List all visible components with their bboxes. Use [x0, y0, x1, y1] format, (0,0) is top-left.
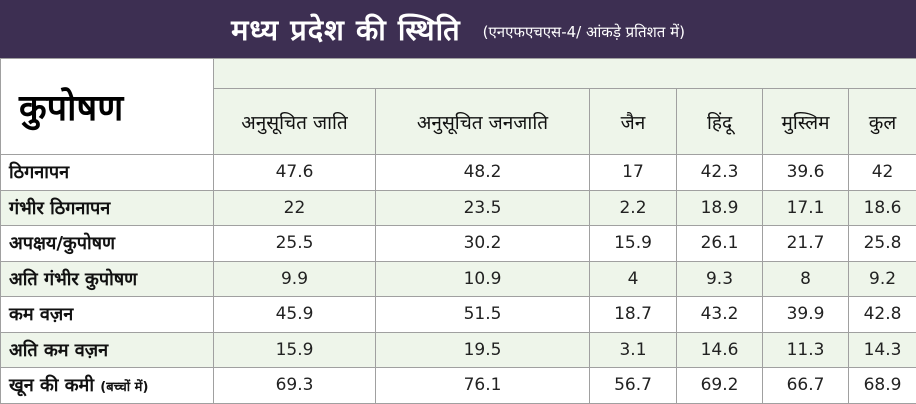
data-cell: 19.5	[376, 332, 590, 368]
data-cell: 25.5	[214, 226, 376, 262]
data-cell: 4	[590, 261, 677, 297]
data-cell: 14.3	[849, 332, 916, 368]
data-cell: 30.2	[376, 226, 590, 262]
column-header: अनुसूचित जाति	[214, 89, 376, 155]
data-cell: 15.9	[214, 332, 376, 368]
row-label-text: खून की कमी	[9, 375, 94, 396]
column-header: कुल	[849, 89, 916, 155]
data-cell: 39.9	[763, 297, 849, 333]
column-header: जैन	[590, 89, 677, 155]
data-cell: 21.7	[763, 226, 849, 262]
data-cell: 18.6	[849, 190, 916, 226]
data-cell: 43.2	[677, 297, 763, 333]
data-cell: 48.2	[376, 155, 590, 191]
chart-subtitle: (एनएफएचएस-4/ आंकड़े प्रतिशत में)	[483, 22, 685, 42]
column-header: अनुसूचित जनजाति	[376, 89, 590, 155]
data-cell: 68.9	[849, 368, 916, 404]
data-cell: 56.7	[590, 368, 677, 404]
data-cell: 17.1	[763, 190, 849, 226]
data-cell: 69.2	[677, 368, 763, 404]
row-label-text: अति गंभीर कुपोषण	[9, 269, 137, 290]
row-label-text: अपक्षय/कुपोषण	[9, 233, 115, 254]
row-label-note: (बच्चों में)	[100, 380, 148, 395]
data-cell: 42	[849, 155, 916, 191]
data-cell: 47.6	[214, 155, 376, 191]
column-header: मुस्लिम	[763, 89, 849, 155]
data-cell: 11.3	[763, 332, 849, 368]
data-cell: 51.5	[376, 297, 590, 333]
data-cell: 3.1	[590, 332, 677, 368]
data-cell: 39.6	[763, 155, 849, 191]
corner-label: कुपोषण	[1, 59, 214, 155]
data-cell: 17	[590, 155, 677, 191]
data-cell: 25.8	[849, 226, 916, 262]
data-cell: 45.9	[214, 297, 376, 333]
data-cell: 69.3	[214, 368, 376, 404]
data-cell: 42.3	[677, 155, 763, 191]
row-label-text: गंभीर ठिगनापन	[9, 198, 110, 219]
data-cell: 14.6	[677, 332, 763, 368]
data-cell: 23.5	[376, 190, 590, 226]
column-header: हिंदू	[677, 89, 763, 155]
row-label-text: अति कम वज़न	[9, 340, 108, 361]
data-cell: 66.7	[763, 368, 849, 404]
data-cell: 22	[214, 190, 376, 226]
data-cell: 26.1	[677, 226, 763, 262]
data-cell: 15.9	[590, 226, 677, 262]
data-cell: 2.2	[590, 190, 677, 226]
data-cell: 76.1	[376, 368, 590, 404]
row-label: अति कम वज़न	[1, 332, 214, 368]
header-band	[214, 59, 916, 89]
row-label: कम वज़न	[1, 297, 214, 333]
data-cell: 10.9	[376, 261, 590, 297]
row-label: गंभीर ठिगनापन	[1, 190, 214, 226]
row-label: ठिगनापन	[1, 155, 214, 191]
data-cell: 18.9	[677, 190, 763, 226]
chart-title: मध्य प्रदेश की स्थिति	[231, 10, 461, 49]
data-cell: 9.3	[677, 261, 763, 297]
data-cell: 8	[763, 261, 849, 297]
row-label: अपक्षय/कुपोषण	[1, 226, 214, 262]
row-label: अति गंभीर कुपोषण	[1, 261, 214, 297]
data-cell: 42.8	[849, 297, 916, 333]
data-cell: 9.2	[849, 261, 916, 297]
row-label: खून की कमी (बच्चों में)	[1, 368, 214, 404]
row-label-text: कम वज़न	[9, 304, 73, 325]
data-cell: 18.7	[590, 297, 677, 333]
title-bar: मध्य प्रदेश की स्थिति (एनएफएचएस-4/ आंकड़…	[0, 0, 916, 58]
data-cell: 9.9	[214, 261, 376, 297]
row-label-text: ठिगनापन	[9, 162, 69, 183]
